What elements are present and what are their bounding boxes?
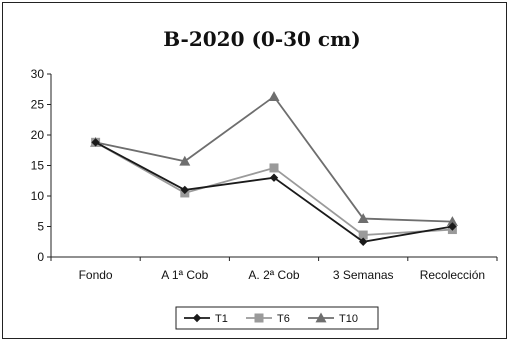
- legend-marker: [192, 313, 202, 323]
- data-point: [358, 230, 368, 240]
- legend-box: [175, 306, 379, 330]
- y-tick-label: 25: [31, 98, 45, 112]
- data-point: [359, 237, 368, 246]
- y-tick-label: 20: [31, 128, 45, 142]
- x-tick-label: A. 2ª Cob: [248, 268, 299, 282]
- axes: 0 5 10 15 20 25 30 Fondo A 1ª Cob A. 2ª Cob 3 Sema…: [31, 67, 498, 282]
- data-point: [448, 222, 457, 231]
- data-point: [91, 138, 100, 147]
- legend-marker: [254, 313, 264, 323]
- y-tick-label: 5: [37, 220, 44, 234]
- legend-label: T1: [215, 313, 228, 325]
- x-tick-label: Fondo: [79, 268, 113, 282]
- data-point: [357, 213, 369, 223]
- data-point: [446, 216, 458, 227]
- x-tick-label: A 1ª Cob: [161, 268, 208, 282]
- data-point: [179, 155, 191, 166]
- series-line: [95, 141, 453, 243]
- y-tick-label: 15: [31, 159, 45, 173]
- series-t10: [90, 91, 458, 227]
- series-line: [95, 95, 453, 223]
- legend-item-t6: T6: [246, 313, 290, 325]
- legend-label: T6: [277, 313, 290, 325]
- data-point: [269, 173, 279, 182]
- series-group: [90, 91, 458, 246]
- chart-title: B-2020 (0-30 cm): [163, 27, 360, 51]
- y-tick-label: 0: [37, 250, 44, 264]
- x-tick-label: Recolección: [420, 268, 485, 282]
- legend-marker: [315, 312, 327, 323]
- data-point: [180, 185, 189, 195]
- y-tick-label: 10: [31, 189, 45, 203]
- legend-item-t10: T10: [308, 312, 358, 325]
- data-point: [269, 163, 279, 173]
- legend: T1 T6 T10: [175, 306, 379, 330]
- y-tick-label: 30: [31, 67, 45, 81]
- legend-label: T10: [339, 313, 358, 325]
- legend-item-t1: T1: [184, 313, 228, 325]
- chart-frame: [2, 2, 507, 339]
- series-line: [95, 141, 453, 236]
- data-point: [268, 91, 280, 101]
- series-t1: [91, 138, 457, 246]
- x-tick-label: 3 Semanas: [333, 268, 394, 282]
